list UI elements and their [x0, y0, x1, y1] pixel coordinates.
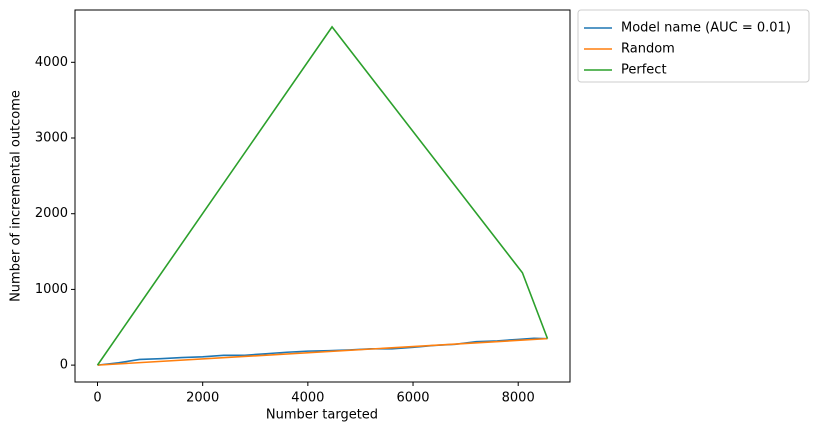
legend-label: Model name (AUC = 0.01): [621, 21, 791, 36]
x-axis-label: Number targeted: [266, 408, 378, 423]
legend-box: [577, 9, 810, 83]
x-tick-label: 8000: [502, 391, 535, 406]
axes-frame: [74, 9, 571, 383]
series-line: [96, 25, 549, 366]
y-axis-label: Number of incremental outcome: [9, 90, 24, 302]
y-tick-label: 4000: [35, 55, 68, 70]
x-tick-label: 6000: [396, 391, 429, 406]
y-tick-label: 1000: [35, 282, 68, 297]
x-tick-label: 4000: [291, 391, 324, 406]
series-line: [97, 337, 548, 366]
x-tick-label: 2000: [186, 391, 219, 406]
x-tick-label: 0: [93, 391, 101, 406]
y-tick-label: 2000: [35, 206, 68, 221]
legend-label: Random: [621, 42, 675, 57]
y-tick-label: 0: [60, 358, 68, 373]
y-tick-label: 3000: [35, 131, 68, 146]
legend-label: Perfect: [621, 63, 667, 78]
